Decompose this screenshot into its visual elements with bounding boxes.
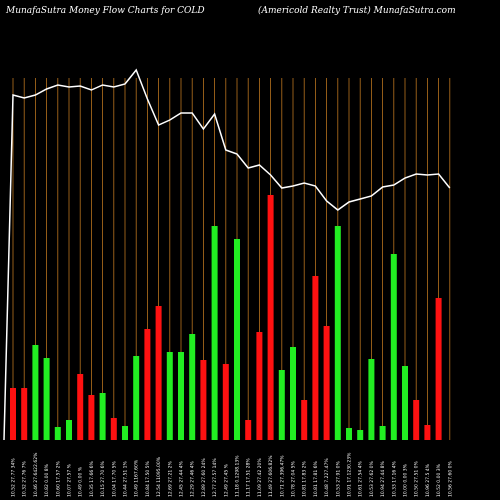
x-tick-label: 10.56 27.60 0% xyxy=(447,461,453,497)
money-flow-bar xyxy=(424,425,431,440)
x-tick-label: 10.84 17.50 5% xyxy=(145,461,151,497)
money-flow-bar xyxy=(10,388,16,440)
x-tick-label: 10.07 27.57 % xyxy=(67,463,73,497)
money-flow-bar xyxy=(88,395,95,440)
money-flow-bar xyxy=(155,306,162,440)
x-tick-label: 10.53 27.91 0% xyxy=(335,461,341,497)
price-line xyxy=(3,68,451,441)
money-flow-bar xyxy=(122,426,128,440)
x-tick-label: 11.09 27.42 20% xyxy=(257,458,263,497)
money-flow-bar xyxy=(189,334,196,440)
x-tick-label: 10.15 27.70 6% xyxy=(100,461,106,497)
x-tick-label: 10.49 0.00 % xyxy=(78,466,84,497)
x-tick-label: 11.17 17.51 28% xyxy=(246,458,252,497)
money-flow-bar xyxy=(133,356,140,440)
x-tick-label: 10.46 27.6422.62% xyxy=(33,452,39,497)
money-flow-bar xyxy=(245,420,252,440)
money-flow-bar xyxy=(301,400,308,440)
x-tick-label: 10.35 17.66 6% xyxy=(89,461,95,497)
money-flow-bar xyxy=(368,359,375,440)
x-tick-label: 10.78 27.04 5% xyxy=(291,461,297,497)
money-flow-bar xyxy=(99,393,106,440)
money-flow-bar xyxy=(357,430,364,440)
x-tick-label: 12.49 27.45 % xyxy=(223,463,229,497)
money-flow-bar xyxy=(144,329,151,440)
x-tick-label: 10.52 0.00 3% xyxy=(436,463,442,497)
money-flow-bar xyxy=(290,347,296,440)
x-tick-label: 12.77 27.57 14% xyxy=(212,458,218,497)
x-tick-label: 10.81 17.81 6% xyxy=(313,461,319,497)
money-flow-bar xyxy=(21,388,28,440)
x-tick-label: 10.33 17.16 4% xyxy=(391,461,397,497)
x-tick-label: 10.48 7.227.47% xyxy=(324,458,330,497)
x-tick-label: 10.52 27.77 34% xyxy=(11,458,17,497)
x-tick-label: 12.29 27.46 4% xyxy=(190,461,196,497)
money-flow-bar xyxy=(77,374,84,440)
money-flow-bar xyxy=(413,400,420,440)
money-flow-bar xyxy=(435,298,442,440)
x-tick-label: 12.54 11095.00% xyxy=(156,456,162,497)
money-flow-bar xyxy=(346,428,352,440)
chart-subtitle: (Americold Realty Trust) MunafaSutra.com xyxy=(258,6,456,16)
money-flow-bar xyxy=(222,364,229,440)
money-flow-bar xyxy=(110,418,117,440)
money-flow-bar xyxy=(278,370,285,440)
x-tick-label: 10.60 17.57 2% xyxy=(55,461,61,497)
x-tick-label: 12.69 27.21 2% xyxy=(167,461,173,497)
money-flow-bar xyxy=(256,332,263,440)
x-tick-label: 12.45 27.44 4% xyxy=(179,461,185,497)
x-tick-label: 10.32 27.76 7% xyxy=(22,461,28,497)
money-flow-bar xyxy=(267,195,274,440)
money-flow-bar xyxy=(402,366,408,440)
x-tick-label: 10.49 1167.60% xyxy=(134,459,140,497)
money-flow-bar xyxy=(211,226,218,440)
x-tick-label: 10.53 27.62 0% xyxy=(369,461,375,497)
x-tick-label: 10.82 0.00 8% xyxy=(44,463,50,497)
money-flow-bar xyxy=(166,352,173,440)
money-flow-bar xyxy=(178,352,184,440)
money-flow-bar xyxy=(323,326,330,440)
chart-title: MunafaSutra Money Flow Charts for COLD xyxy=(6,6,205,16)
money-flow-bar xyxy=(54,427,61,440)
x-tick-label: 10.61 27.54 4% xyxy=(358,461,364,497)
x-tick-label: 10.96 27.5 4% xyxy=(425,463,431,497)
x-tick-label: 10.91 17.1230.23% xyxy=(347,452,353,497)
x-tick-label: 10.04 17.70 5% xyxy=(111,461,117,497)
money-flow-bar xyxy=(312,276,319,440)
money-flow-bar xyxy=(379,426,386,440)
x-tick-label: 10.44 27.51 1% xyxy=(123,461,129,497)
money-flow-bar xyxy=(390,254,397,440)
x-tick-label: 10.50 27.51 0% xyxy=(414,461,420,497)
x-tick-label: 10.81 17.83 2% xyxy=(302,461,308,497)
money-flow-bar xyxy=(43,358,50,440)
money-flow-bar xyxy=(32,345,39,440)
money-flow-bar xyxy=(234,239,240,440)
money-flow-bar xyxy=(66,420,72,440)
x-tick-label: 11.49 27.606.82% xyxy=(268,455,274,497)
x-tick-label: 11.18 0.1298.13% xyxy=(235,455,241,497)
money-flow-bar xyxy=(200,360,207,440)
x-tick-label: 10.00 0.00 3% xyxy=(403,463,409,497)
x-tick-label: 12.89 27.60 24% xyxy=(201,458,207,497)
x-tick-label: 10.71 27.396.47% xyxy=(279,455,285,497)
money-flow-bar xyxy=(334,226,341,440)
x-tick-label: 10.94 27.44 8% xyxy=(380,461,386,497)
